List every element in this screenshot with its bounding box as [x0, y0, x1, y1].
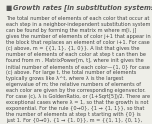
Text: Growth rates [in substitution systems]: Growth rates [in substitution systems]: [13, 5, 152, 12]
Text: The total number of elements of each color that occur at each step in a neighbor: The total number of elements of each col…: [6, 16, 151, 124]
Text: ■: ■: [6, 5, 15, 11]
